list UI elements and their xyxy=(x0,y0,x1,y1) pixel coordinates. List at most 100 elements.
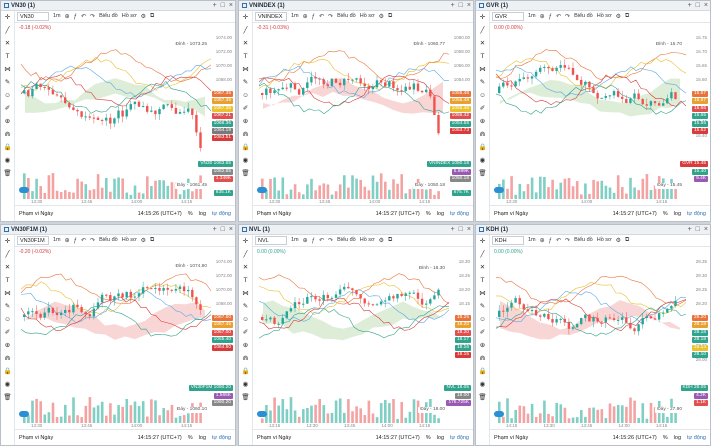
interval-button[interactable]: 1m xyxy=(291,13,299,19)
undo-icon[interactable]: ↶ xyxy=(319,238,325,244)
compare-add-icon[interactable]: ⊕ xyxy=(64,238,70,244)
symbol-input[interactable]: GVR xyxy=(492,12,524,21)
maximize-icon[interactable]: □ xyxy=(695,2,700,9)
brush-icon[interactable]: ✎ xyxy=(4,303,11,310)
log-toggle[interactable]: log xyxy=(436,434,445,441)
pattern-icon[interactable]: ✕ xyxy=(242,264,249,271)
trash-icon[interactable]: 🗑 xyxy=(241,394,250,401)
cloud-save-icon[interactable] xyxy=(19,411,29,417)
pattern-icon[interactable]: ✕ xyxy=(242,40,249,47)
chart-type-button[interactable]: Biểu đồ xyxy=(574,237,593,243)
date-range-button[interactable]: Phạm vi Ngày xyxy=(494,434,529,441)
profile-button[interactable]: Hồ sơ xyxy=(121,237,137,243)
eye-icon[interactable]: ◉ xyxy=(242,157,249,164)
add-icon[interactable]: + xyxy=(212,2,217,9)
candlestick-svg[interactable] xyxy=(15,23,236,205)
chart-type-button[interactable]: Biểu đồ xyxy=(574,13,593,19)
interval-button[interactable]: 1m xyxy=(53,13,61,19)
redo-icon[interactable]: ↷ xyxy=(328,238,334,244)
magnet-icon[interactable]: ⋒ xyxy=(479,131,486,138)
magnet-icon[interactable]: ⋒ xyxy=(242,355,249,362)
interval-button[interactable]: 1m xyxy=(53,237,61,243)
interval-button[interactable]: 1m xyxy=(528,237,536,243)
zoom-icon[interactable]: ⊕ xyxy=(479,342,486,349)
crosshair-icon[interactable]: ✛ xyxy=(4,238,11,245)
date-range-button[interactable]: Phạm vi Ngày xyxy=(257,434,292,441)
pattern-icon[interactable]: ✕ xyxy=(479,264,486,271)
profile-button[interactable]: Hồ sơ xyxy=(596,13,612,19)
zoom-icon[interactable]: ⊕ xyxy=(242,342,249,349)
close-icon[interactable]: × xyxy=(228,226,233,233)
crosshair-icon[interactable]: ✛ xyxy=(479,238,486,245)
price-chart[interactable] xyxy=(15,23,236,205)
settings-icon[interactable]: ⚙ xyxy=(378,238,385,244)
crosshair-icon[interactable]: ✛ xyxy=(4,14,11,21)
percent-toggle[interactable]: % xyxy=(662,210,668,217)
percent-toggle[interactable]: % xyxy=(425,434,431,441)
redo-icon[interactable]: ↷ xyxy=(565,14,571,20)
fork-icon[interactable]: ⋈ xyxy=(242,290,249,297)
chart-type-button[interactable]: Biểu đồ xyxy=(99,13,118,19)
chart-panel[interactable]: GVR (1) + □ × ✛ ╱ ✕ T ⋈ ✎ ☺ ✐ ⊕ ⋒ 🔒 ◉ 🗑 GVR 1m ⊕ ƒ ↶ ↷ Biểu đồ H… xyxy=(475,0,711,222)
brush-icon[interactable]: ✎ xyxy=(479,79,486,86)
lock-icon[interactable]: 🔒 xyxy=(3,144,12,151)
screenshot-icon[interactable]: ⧉ xyxy=(388,13,393,19)
trash-icon[interactable]: 🗑 xyxy=(478,170,487,177)
auto-scale-toggle[interactable]: tự động xyxy=(450,210,469,217)
undo-icon[interactable]: ↶ xyxy=(556,238,562,244)
settings-icon[interactable]: ⚙ xyxy=(615,14,622,20)
trash-icon[interactable]: 🗑 xyxy=(3,170,12,177)
undo-icon[interactable]: ↶ xyxy=(81,238,87,244)
fork-icon[interactable]: ⋈ xyxy=(242,66,249,73)
indicator-icon[interactable]: ƒ xyxy=(311,13,316,20)
screenshot-icon[interactable]: ⧉ xyxy=(388,237,393,243)
auto-scale-toggle[interactable]: tự động xyxy=(212,434,231,441)
candlestick-svg[interactable] xyxy=(253,247,474,429)
settings-icon[interactable]: ⚙ xyxy=(378,14,385,20)
lock-icon[interactable]: 🔒 xyxy=(241,368,250,375)
ruler-icon[interactable]: ✐ xyxy=(4,105,11,112)
screenshot-icon[interactable]: ⧉ xyxy=(625,237,630,243)
ruler-icon[interactable]: ✐ xyxy=(242,105,249,112)
ruler-icon[interactable]: ✐ xyxy=(479,105,486,112)
compare-add-icon[interactable]: ⊕ xyxy=(539,14,545,20)
add-icon[interactable]: + xyxy=(687,2,692,9)
auto-scale-toggle[interactable]: tự động xyxy=(450,434,469,441)
add-icon[interactable]: + xyxy=(450,2,455,9)
screenshot-icon[interactable]: ⧉ xyxy=(625,13,630,19)
fork-icon[interactable]: ⋈ xyxy=(4,290,11,297)
fork-icon[interactable]: ⋈ xyxy=(4,66,11,73)
lock-icon[interactable]: 🔒 xyxy=(241,144,250,151)
symbol-input[interactable]: KDH xyxy=(492,236,524,245)
screenshot-icon[interactable]: ⧉ xyxy=(150,13,155,19)
zoom-icon[interactable]: ⊕ xyxy=(479,118,486,125)
undo-icon[interactable]: ↶ xyxy=(556,14,562,20)
trash-icon[interactable]: 🗑 xyxy=(478,394,487,401)
auto-scale-toggle[interactable]: tự động xyxy=(687,434,706,441)
settings-icon[interactable]: ⚙ xyxy=(140,14,147,20)
close-icon[interactable]: × xyxy=(228,2,233,9)
percent-toggle[interactable]: % xyxy=(187,210,193,217)
add-icon[interactable]: + xyxy=(212,226,217,233)
date-range-button[interactable]: Phạm vi Ngày xyxy=(257,210,292,217)
add-icon[interactable]: + xyxy=(687,226,692,233)
symbol-input[interactable]: VN30F1M xyxy=(17,236,49,245)
emoji-icon[interactable]: ☺ xyxy=(479,316,486,323)
magnet-icon[interactable]: ⋒ xyxy=(4,131,11,138)
pattern-icon[interactable]: ✕ xyxy=(4,264,11,271)
emoji-icon[interactable]: ☺ xyxy=(4,92,11,99)
chart-panel[interactable]: VN30 (1) + □ × ✛ ╱ ✕ T ⋈ ✎ ☺ ✐ ⊕ ⋒ 🔒 ◉ 🗑 VN30 1m ⊕ ƒ ↶ ↷ Biểu đ… xyxy=(0,0,236,222)
settings-icon[interactable]: ⚙ xyxy=(615,238,622,244)
compare-add-icon[interactable]: ⊕ xyxy=(302,14,308,20)
symbol-input[interactable]: VN30 xyxy=(17,12,49,21)
maximize-icon[interactable]: □ xyxy=(458,2,463,9)
interval-button[interactable]: 1m xyxy=(291,237,299,243)
cloud-save-icon[interactable] xyxy=(494,411,504,417)
price-chart[interactable] xyxy=(253,247,474,429)
cloud-save-icon[interactable] xyxy=(257,411,267,417)
trash-icon[interactable]: 🗑 xyxy=(3,394,12,401)
cloud-save-icon[interactable] xyxy=(494,187,504,193)
eye-icon[interactable]: ◉ xyxy=(4,381,11,388)
eye-icon[interactable]: ◉ xyxy=(479,381,486,388)
ruler-icon[interactable]: ✐ xyxy=(242,329,249,336)
